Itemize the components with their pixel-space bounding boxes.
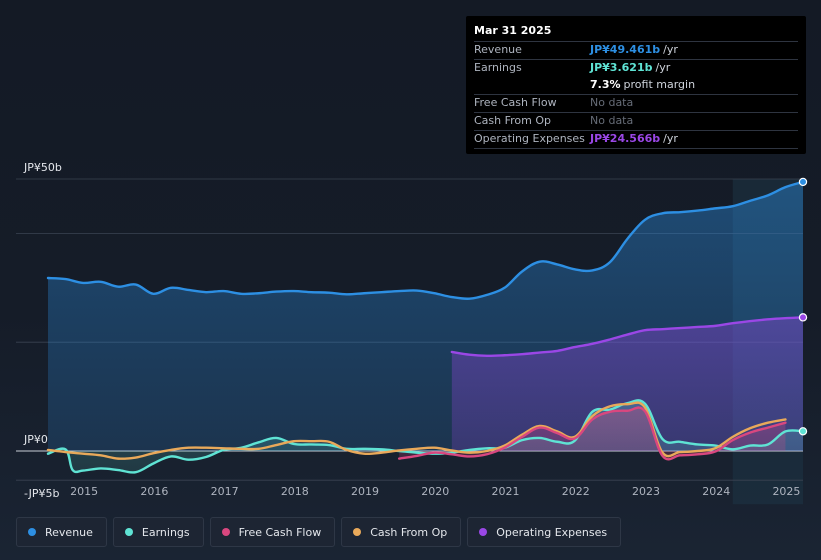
y-tick-label: JP¥0 — [23, 433, 48, 446]
legend-opex[interactable]: Operating Expenses — [467, 517, 622, 547]
earnings-end-marker — [798, 427, 808, 436]
tooltip-revenue-label: Revenue — [474, 43, 522, 56]
tooltip-cfo-value: No data — [590, 114, 634, 127]
opex-end-marker — [798, 313, 808, 322]
legend-cfo[interactable]: Cash From Op — [341, 517, 462, 547]
x-tick-label: 2021 — [492, 485, 520, 498]
tooltip-revenue-unit: /yr — [663, 43, 678, 56]
tooltip-margin-unit: profit margin — [623, 78, 696, 91]
legend-fcf-dot — [221, 528, 230, 536]
legend-opex-dot — [479, 528, 488, 536]
opex-area — [451, 317, 803, 451]
tooltip-fcf-label: Free Cash Flow — [474, 96, 557, 109]
legend-earnings-dot — [124, 528, 133, 536]
x-tick-label: 2022 — [562, 485, 590, 498]
tooltip-opex-unit: /yr — [663, 132, 678, 145]
tooltip-revenue-value: JP¥49.461b — [590, 43, 661, 56]
tooltip-earnings-value: JP¥3.621b — [590, 61, 653, 74]
tooltip-row-cfo: Cash From Op No data — [474, 113, 798, 131]
tooltip-row-margin: 7.3% profit margin — [474, 77, 798, 95]
legend-fcf[interactable]: Free Cash Flow — [209, 517, 336, 547]
legend-revenue-label: Revenue — [45, 525, 93, 539]
tooltip-earnings-unit: /yr — [655, 61, 671, 74]
tooltip-row-revenue: Revenue JP¥49.461b /yr — [474, 42, 798, 60]
x-tick-label: 2019 — [351, 485, 379, 498]
fcf-line — [397, 406, 787, 461]
x-tick-label: 2016 — [140, 485, 168, 498]
legend-cfo-label: Cash From Op — [370, 525, 448, 539]
x-tick-label: 2023 — [632, 485, 660, 498]
tooltip-fcf-value: No data — [590, 96, 634, 109]
revenue-end-marker — [798, 177, 808, 187]
x-tick-label: 2024 — [702, 485, 730, 498]
x-tick-label: 2025 — [772, 485, 800, 498]
legend-revenue-dot — [28, 528, 36, 536]
tooltip-cfo-label: Cash From Op — [474, 114, 552, 127]
legend-earnings[interactable]: Earnings — [112, 517, 204, 547]
legend-opex-label: Operating Expenses — [496, 525, 608, 539]
legend-earnings-label: Earnings — [141, 525, 190, 539]
y-tick-label: -JP¥5b — [24, 487, 59, 500]
x-tick-label: 2020 — [421, 485, 449, 498]
legend-revenue[interactable]: Revenue — [16, 517, 107, 547]
revenue-line — [46, 180, 805, 300]
fcf-area — [399, 407, 786, 460]
data-tooltip: Mar 31 2025 Revenue JP¥49.461b /yr Earni… — [466, 16, 806, 154]
tooltip-date: Mar 31 2025 — [474, 23, 798, 42]
tooltip-row-earnings: Earnings JP¥3.621b /yr — [474, 60, 798, 77]
chart-legend: Revenue Earnings Free Cash Flow Cash Fro… — [16, 517, 622, 547]
earnings-line — [46, 399, 805, 474]
tooltip-earnings-label: Earnings — [474, 61, 522, 74]
tooltip-opex-label: Operating Expenses — [474, 132, 585, 145]
y-tick-label: JP¥50b — [23, 161, 62, 174]
tooltip-margin-value: 7.3% — [590, 78, 621, 91]
tooltip-row-fcf: Free Cash Flow No data — [474, 95, 798, 113]
legend-fcf-label: Free Cash Flow — [238, 525, 322, 539]
x-tick-label: 2015 — [70, 485, 98, 498]
cfo-line — [46, 401, 787, 460]
legend-cfo-dot — [353, 528, 362, 536]
x-tick-label: 2017 — [211, 485, 239, 498]
tooltip-row-opex: Operating Expenses JP¥24.566b /yr — [474, 131, 798, 149]
opex-line — [450, 316, 805, 358]
tooltip-opex-value: JP¥24.566b — [590, 132, 661, 145]
x-tick-label: 2018 — [281, 485, 309, 498]
tooltip-margin-spacer — [474, 77, 590, 94]
